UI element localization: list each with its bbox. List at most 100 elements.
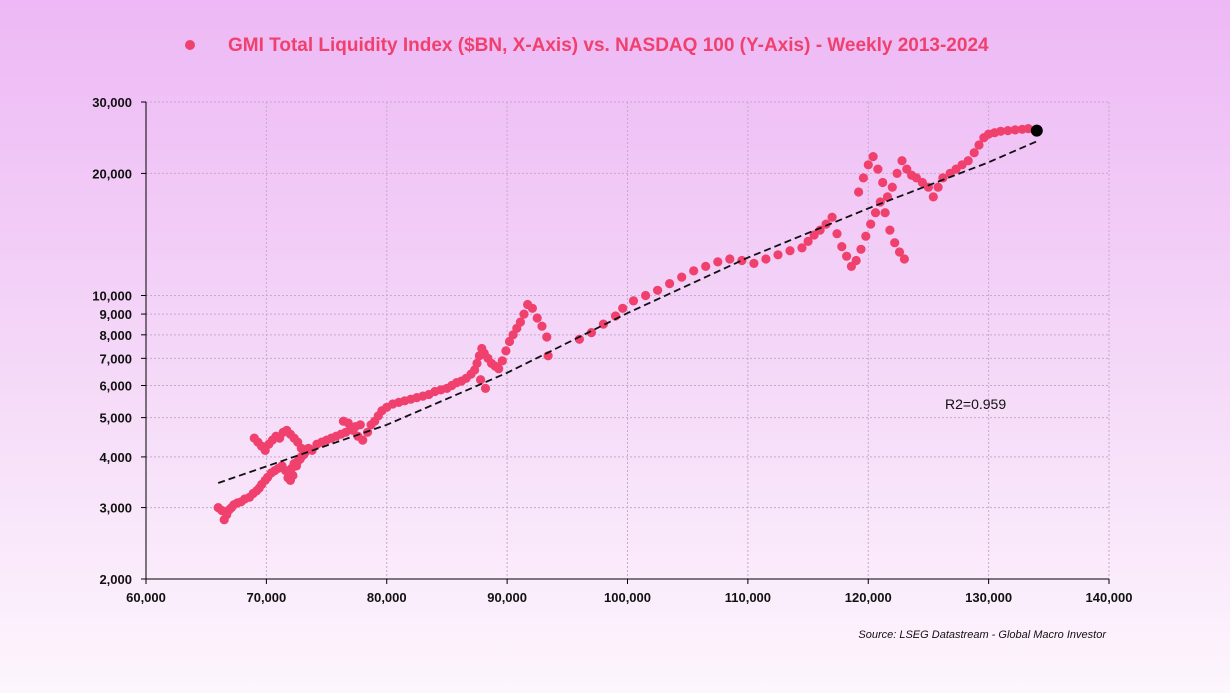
scatter-point [494,364,504,374]
x-tick-label: 70,000 [246,590,286,605]
scatter-point [856,244,866,254]
scatter-point [885,225,895,235]
scatter-point [497,356,507,366]
x-tick-label: 100,000 [604,590,651,605]
scatter-point [283,473,293,483]
scatter-point [887,182,897,192]
y-tick-label: 30,000 [92,95,132,110]
scatter-point [527,303,538,313]
scatter-point [878,177,888,188]
x-tick-label: 130,000 [965,590,1012,605]
y-tick-label: 9,000 [99,307,132,322]
axes [141,101,1110,584]
x-axis-tick-labels: 60,000 70,000 80,000 90,000 100,000 110,000 12… [126,590,1132,605]
scatter-point [894,247,905,257]
scatter-point [842,251,852,261]
scatter-point [815,225,825,235]
y-tick-label: 7,000 [99,351,132,366]
x-tick-label: 60,000 [126,590,166,605]
scatter-point [1023,124,1033,134]
scatter-point [827,212,837,222]
latest-data-point [1030,124,1043,137]
scatter-point [515,317,526,327]
scatter-point [677,272,687,282]
scatter-point [641,290,651,301]
scatter-point [598,319,609,329]
scatter-point [892,168,902,178]
scatter-point [969,148,979,158]
scatter-point [773,250,783,260]
scatter-point [858,173,869,183]
scatter-point [785,246,795,256]
scatter-point [542,332,552,342]
scatter-point [1010,125,1020,135]
scatter-point [996,126,1006,136]
scatter-point [854,187,864,197]
legend-label: GMI Total Liquidity Index ($BN, X-Axis) … [228,35,989,56]
grid-lines [146,101,1110,579]
scatter-point [868,152,878,162]
y-tick-label: 10,000 [92,289,132,304]
scatter-point [880,208,890,218]
scatter-point [689,266,699,276]
scatter-point [897,156,907,166]
y-tick-label: 4,000 [99,450,132,465]
scatter-point [725,254,735,264]
y-tick-label: 3,000 [99,501,132,516]
scatter-points [213,124,1033,525]
x-tick-label: 120,000 [845,590,892,605]
scatter-point [701,261,711,271]
scatter-point [501,346,511,356]
y-tick-label: 5,000 [99,411,132,426]
trend-line [217,140,1038,484]
scatter-point [832,229,842,239]
r-squared-annotation: R2=0.959 [945,396,1006,412]
scatter-point [837,242,847,252]
scatter-point [851,255,861,266]
y-axis-tick-labels: 2,000 3,000 4,000 5,000 6,000 7,000 8,000 9,000… [92,95,132,587]
y-tick-label: 20,000 [92,166,132,181]
y-tick-label: 8,000 [99,328,132,343]
scatter-point [928,192,938,202]
scatter-point [761,254,771,264]
scatter-point [866,219,876,229]
scatter-point [343,418,353,428]
source-note: Source: LSEG Datastream - Global Macro I… [858,629,1107,641]
scatter-point [803,236,813,246]
x-tick-label: 140,000 [1086,590,1133,605]
x-tick-label: 110,000 [725,590,771,605]
x-tick-label: 80,000 [367,590,407,605]
legend-marker [185,40,195,50]
scatter-point [618,303,628,313]
y-tick-label: 6,000 [99,378,132,393]
scatter-point [1003,126,1013,136]
scatter-point [519,309,529,319]
scatter-point [653,285,663,295]
scatter-point [355,420,365,430]
scatter-point [480,383,491,393]
scatter-point [821,219,831,229]
scatter-point [737,255,747,266]
scatter-point [749,258,759,268]
scatter-point [899,254,910,264]
scatter-point [537,321,547,331]
scatter-point [586,328,597,338]
y-tick-label: 2,000 [99,572,132,587]
scatter-point [713,257,723,267]
scatter-point [574,334,585,344]
scatter-point [974,140,984,150]
scatter-point [291,461,302,471]
scatter-point [532,313,542,323]
scatter-point [797,243,807,253]
scatter-point [870,208,881,218]
legend: GMI Total Liquidity Index ($BN, X-Axis) … [185,35,989,56]
scatter-point [295,454,305,464]
scatter-point [933,182,943,192]
scatter-point [472,358,482,368]
scatter-point [628,296,639,306]
scatter-point [863,160,873,170]
scatter-point [861,231,871,241]
scatter-point [963,156,973,166]
scatter-point [358,435,368,445]
scatter-point [476,375,486,385]
